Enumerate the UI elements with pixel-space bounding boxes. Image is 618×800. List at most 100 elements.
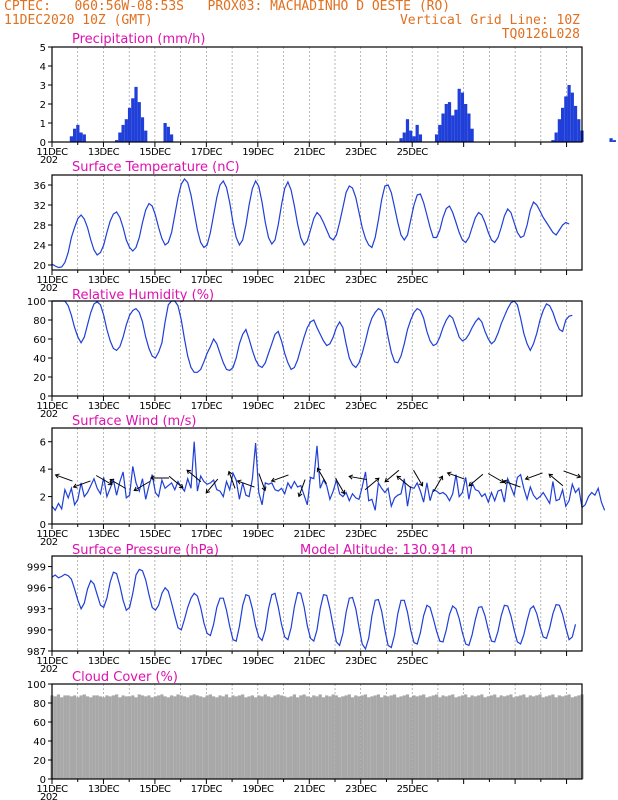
wind-arrow-head: [348, 474, 354, 480]
bar: [121, 695, 125, 779]
bar: [528, 695, 532, 779]
bar: [208, 694, 212, 779]
y-tick-label: 996: [27, 584, 46, 595]
y-tick-label: 5: [40, 43, 46, 54]
bar: [412, 695, 416, 779]
date-label: 11DEC: [36, 529, 68, 540]
bar: [121, 124, 125, 142]
bar: [53, 696, 57, 779]
wind-arrow-shaft: [396, 475, 412, 489]
bar: [438, 124, 442, 142]
panel-0: Precipitation (mm/h) 0 1 2 3 4 5 11DEC 13DEC 15DE…: [36, 32, 616, 166]
wind-arrow-shaft: [413, 469, 423, 487]
bar: [79, 695, 83, 779]
wind-arrow-head: [374, 477, 380, 483]
date-label: 11DEC: [36, 401, 68, 412]
bar: [405, 119, 410, 142]
wind-arrow-shaft: [525, 472, 543, 480]
bar: [150, 697, 154, 779]
wind-arrow-shaft: [168, 475, 184, 489]
date-label: 11DEC: [36, 275, 68, 286]
bar: [169, 695, 174, 779]
bar: [231, 695, 235, 779]
bar: [548, 695, 552, 779]
bar: [357, 696, 361, 779]
bar: [560, 107, 565, 142]
bar: [425, 697, 429, 779]
bar: [218, 695, 222, 779]
wind-arrow-head: [186, 469, 192, 475]
date-label: 25DEC: [397, 784, 429, 795]
bar: [418, 134, 423, 142]
wind-arrow-head: [150, 475, 155, 481]
bar: [205, 695, 209, 779]
wind-arrow-head: [384, 477, 390, 483]
bar: [447, 102, 452, 142]
y-tick-label: 36: [33, 181, 46, 192]
bar: [163, 123, 167, 142]
panel-frame: [51, 46, 583, 143]
date-label: 11DEC: [36, 656, 68, 667]
bar: [111, 695, 116, 779]
wind-arrow-head: [502, 479, 508, 485]
bar: [399, 696, 403, 779]
bar: [260, 696, 264, 779]
bar: [147, 695, 151, 779]
bar: [295, 697, 300, 779]
wind-arrow-shaft: [433, 475, 443, 493]
header-model-id: TQ0126L028: [501, 27, 580, 42]
bar: [577, 119, 581, 142]
bar: [202, 697, 206, 779]
wind-arrow-head: [109, 478, 115, 484]
wind-arrow-head: [72, 483, 78, 489]
series-line: [51, 178, 570, 269]
date-label: 23DEC: [345, 529, 377, 540]
date-label: 21DEC: [294, 784, 326, 795]
bar: [525, 697, 529, 779]
date-label: 11DEC: [36, 784, 68, 795]
bar: [144, 696, 148, 779]
wind-arrow-shaft: [271, 474, 289, 482]
bar: [189, 695, 193, 779]
panel-frame: [51, 683, 583, 780]
bar: [557, 119, 561, 142]
bar: [331, 694, 335, 779]
wind-arrow-head: [396, 475, 402, 481]
bar: [412, 136, 416, 142]
bar: [157, 695, 161, 779]
bar: [124, 119, 128, 142]
bar: [418, 695, 423, 779]
bar: [564, 96, 568, 142]
bar: [493, 694, 497, 779]
y-tick-label: 40: [33, 737, 46, 748]
bar: [454, 109, 458, 142]
panel-title: Surface Pressure (hPa): [72, 543, 219, 558]
wind-arrow-shaft: [335, 477, 345, 495]
bar: [118, 132, 122, 142]
date-label: 13DEC: [88, 656, 120, 667]
bar: [573, 696, 578, 779]
bar: [176, 694, 180, 779]
wind-arrow-head: [446, 471, 452, 477]
bar: [457, 696, 461, 779]
bar: [489, 695, 494, 779]
wind-arrow-shaft: [548, 473, 564, 487]
bar: [131, 695, 135, 779]
date-label: 17DEC: [191, 401, 223, 412]
y-tick-label: 4: [40, 465, 46, 476]
panel-title: Cloud Cover (%): [72, 670, 178, 685]
year-label: 202: [40, 283, 58, 294]
bar: [367, 697, 371, 779]
bar: [315, 696, 319, 779]
bar: [612, 140, 616, 142]
bar: [486, 696, 490, 779]
date-label: 17DEC: [191, 529, 223, 540]
date-label: 13DEC: [88, 401, 120, 412]
date-label: 15DEC: [139, 529, 171, 540]
bar: [531, 696, 536, 779]
bar: [276, 694, 280, 779]
bar: [422, 694, 426, 779]
wind-arrow-shaft: [205, 478, 219, 494]
date-label: 13DEC: [88, 147, 120, 158]
bar: [76, 697, 80, 779]
